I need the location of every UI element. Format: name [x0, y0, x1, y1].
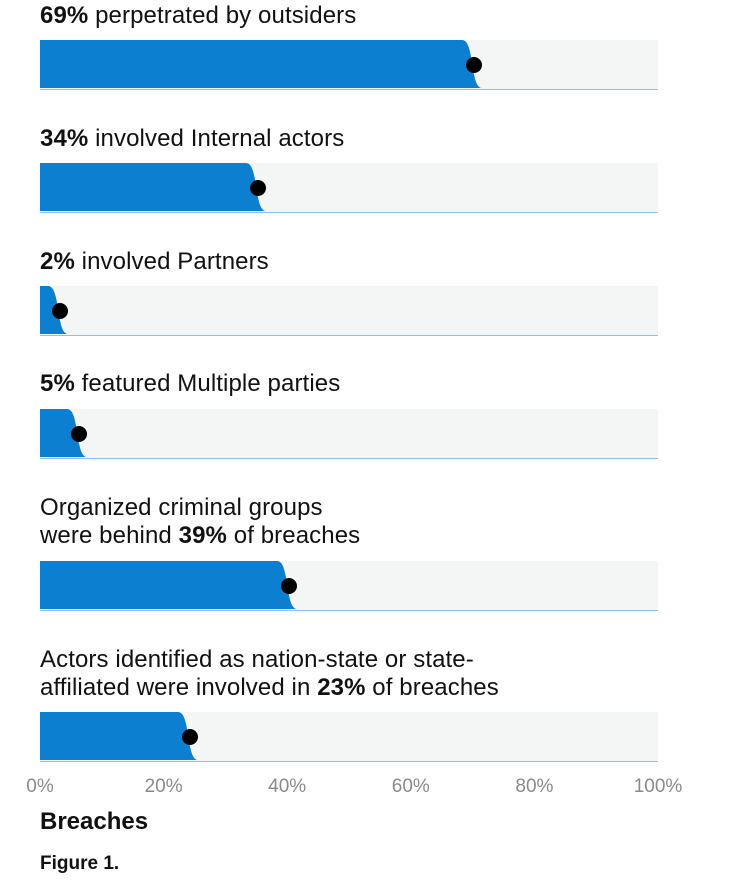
- bar-value-marker: [250, 180, 267, 196]
- bar-label-text: Organized criminal groups: [40, 494, 323, 521]
- bar-fill: [40, 409, 63, 457]
- bar-label: Actors identified as nation-state or sta…: [40, 646, 499, 702]
- bar-label-line: Organized criminal groups: [40, 494, 360, 522]
- bar-label-line: were behind 39% of breaches: [40, 522, 360, 550]
- bar-label: Organized criminal groups were behind 39%…: [40, 494, 360, 550]
- bar-value-marker: [52, 303, 69, 319]
- bar-label: 34% involved Internal actors: [40, 125, 344, 153]
- bar-fill: [40, 40, 459, 88]
- bar-value-marker: [70, 426, 87, 442]
- bar-fill: [40, 561, 274, 609]
- x-tick-label: 80%: [515, 776, 554, 797]
- bar-track: [40, 40, 658, 90]
- bar-label-line: 2% involved Partners: [40, 248, 269, 276]
- bar-value-text: 23%: [317, 674, 366, 701]
- x-tick-label: 20%: [144, 776, 183, 797]
- bar-label-text: involved Partners: [74, 248, 269, 275]
- bar-label: 69% perpetrated by outsiders: [40, 2, 356, 30]
- bar-label-line: 34% involved Internal actors: [40, 125, 344, 153]
- bar-label-text: of breaches: [365, 674, 499, 701]
- bar-label-text: were behind: [40, 522, 179, 549]
- bar-value-text: 34%: [40, 125, 89, 152]
- bar-fill: [40, 286, 45, 334]
- bar-fill: [40, 163, 243, 211]
- bar-label-text: involved Internal actors: [88, 125, 345, 152]
- x-tick-label: 100%: [633, 776, 683, 797]
- x-tick-label: 0%: [26, 776, 54, 797]
- bar-label-text: affiliated were involved in: [40, 674, 318, 701]
- figure-caption: Figure 1.: [40, 853, 120, 874]
- bar-label-text: perpetrated by outsiders: [88, 2, 357, 29]
- bar-value-text: 69%: [40, 2, 89, 29]
- bar-label-line: Actors identified as nation-state or sta…: [40, 646, 499, 674]
- bar-label-line: affiliated were involved in 23% of breac…: [40, 674, 499, 702]
- bar-value-text: 5%: [40, 370, 75, 397]
- bar-label-text: featured Multiple parties: [74, 370, 341, 397]
- bar-value-marker: [466, 57, 483, 73]
- bar-label-text: of breaches: [226, 522, 361, 549]
- bar-value-marker: [281, 578, 298, 594]
- x-tick-label: 40%: [268, 776, 307, 797]
- bar-track: [40, 409, 658, 459]
- bar-value-marker: [182, 729, 199, 745]
- bar-track: [40, 163, 658, 213]
- bar-track: [40, 561, 658, 611]
- bar-fill: [40, 712, 175, 760]
- bar-value-text: 39%: [178, 522, 227, 549]
- bar-value-text: 2%: [40, 248, 75, 275]
- bar-label-line: 69% perpetrated by outsiders: [40, 2, 356, 30]
- bar-label-line: 5% featured Multiple parties: [40, 370, 340, 398]
- bar-label: 5% featured Multiple parties: [40, 370, 340, 398]
- bar-label: 2% involved Partners: [40, 248, 269, 276]
- bar-label-text: Actors identified as nation-state or sta…: [40, 646, 474, 673]
- bar-track: [40, 286, 658, 336]
- x-tick-label: 60%: [391, 776, 430, 797]
- bar-track: [40, 712, 658, 762]
- x-axis-title: Breaches: [40, 808, 149, 835]
